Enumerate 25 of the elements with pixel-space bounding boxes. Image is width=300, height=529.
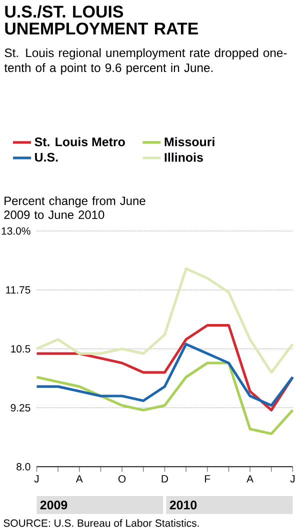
chart-title: U.S./ST. LOUIS UNEMPLOYMENT RATE — [5, 5, 198, 35]
y-axis-title: Percent change from June 2009 to June 2010 — [4, 196, 146, 220]
legend-label: St. Louis Metro — [34, 137, 125, 146]
legend-label: U.S. — [35, 152, 58, 162]
legend-label: Missouri — [164, 137, 214, 146]
y-tick-label: 13.0% — [2, 227, 30, 235]
y-tick-label: 10.5 — [11, 345, 30, 353]
chart-subtitle: St. Louis regional unemployment rate dropped one-tenth of a point to 9.6 percent in June. — [4, 48, 287, 74]
x-tick-label: O — [118, 475, 126, 483]
legend-label: Illinois — [164, 152, 203, 162]
x-tick-label: J — [34, 475, 39, 483]
x-tick-label: F — [205, 475, 210, 482]
y-tick-label: 11.75 — [6, 286, 30, 294]
x-tick-label: D — [162, 475, 168, 482]
source-note: SOURCE: U.S. Bureau of Labor Statistics. — [4, 519, 199, 527]
text: 2009 — [40, 500, 68, 510]
text: 2010 — [170, 500, 197, 510]
y-tick-label: 8.0 — [16, 463, 30, 470]
line-series — [35, 342, 294, 407]
line-series — [35, 267, 294, 374]
x-tick-label: A — [76, 475, 83, 482]
x-tick-label: A — [246, 475, 254, 482]
x-tick-label: J — [290, 475, 295, 483]
line-series — [35, 362, 294, 436]
y-tick-label: 9.25 — [10, 404, 30, 412]
